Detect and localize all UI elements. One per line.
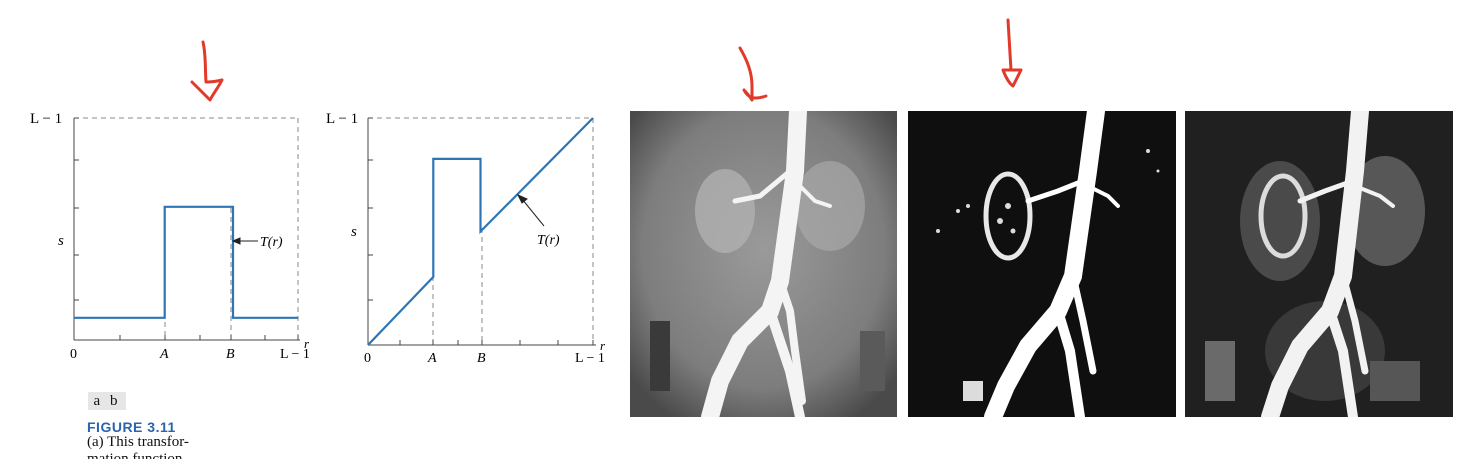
plot-b-axes <box>367 117 596 346</box>
plot-b-frame <box>368 117 594 345</box>
angiogram-binary-transform <box>908 111 1176 417</box>
angiogram-original <box>630 111 897 417</box>
plot-a-x-axis-label: r <box>304 336 310 351</box>
plot-b-origin-label: 0 <box>364 351 371 366</box>
caption-line-2: mation function <box>87 451 183 459</box>
plot-b-y-top-label: L − 1 <box>326 111 358 127</box>
plot-a-frame <box>74 117 299 340</box>
plot-b-tick-max: L − 1 <box>575 351 605 366</box>
plot-b-tick-b: B <box>477 351 486 366</box>
plot-b-x-axis-label: r <box>600 338 606 353</box>
plot-b-label-pointer <box>516 193 545 227</box>
plot-a-origin-label: 0 <box>70 347 77 362</box>
caption-line-1: (a) This transfor- <box>87 434 189 450</box>
plot-a-tick-max: L − 1 <box>280 347 310 362</box>
plot-a-curve-label: T(r) <box>260 235 283 250</box>
plot-a-transform-curve <box>74 205 298 319</box>
plot-b-y-axis-label: s <box>351 224 357 240</box>
figure-caption: (a) This transfor- mation function <box>87 434 247 459</box>
annotation-arrow-3 <box>1001 18 1023 88</box>
plot-b-curve-label: T(r) <box>537 233 560 248</box>
plot-a-y-top-label: L − 1 <box>30 111 62 127</box>
plot-a-axes <box>73 117 300 341</box>
angiogram-slice-transform <box>1185 111 1453 417</box>
figure-title: FIGURE 3.11 <box>87 419 176 435</box>
plot-a-y-axis-label: s <box>58 233 64 249</box>
plot-a-tick-a: A <box>159 347 169 362</box>
plot-a-tick-b: B <box>226 347 235 362</box>
plot-a-label-pointer <box>231 237 258 245</box>
annotation-arrow-1 <box>190 40 224 102</box>
plot-b-tick-a: A <box>427 351 437 366</box>
panel-labels: a b <box>88 392 126 410</box>
annotation-arrow-2 <box>738 46 768 102</box>
plot-b-transform-curve <box>367 117 594 346</box>
